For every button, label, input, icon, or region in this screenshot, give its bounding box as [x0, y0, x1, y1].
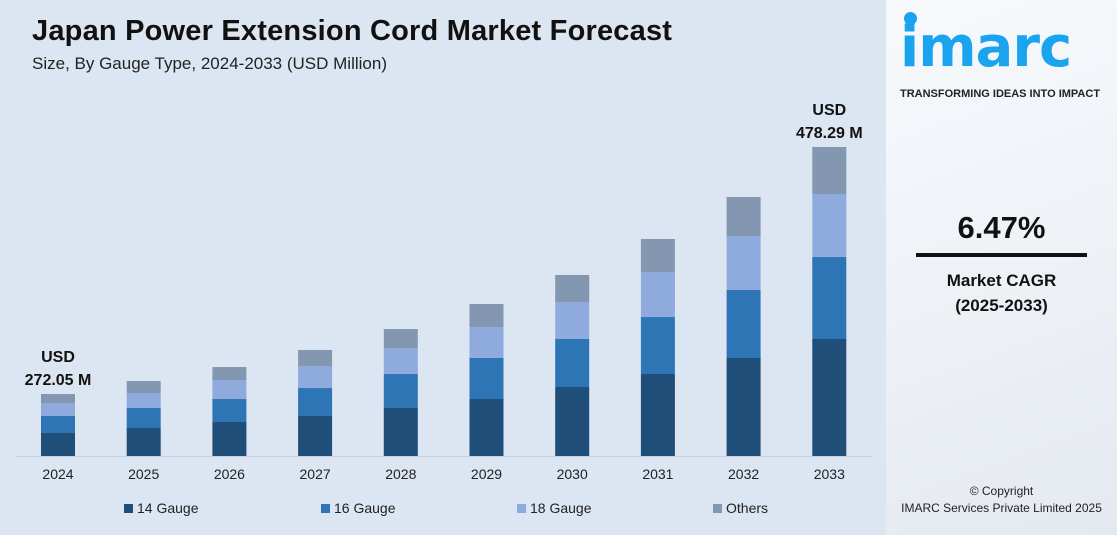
bar-18-gauge-2027 [298, 366, 333, 389]
logo-tagline: TRANSFORMING IDEAS INTO IMPACT [900, 88, 1101, 100]
x-tick-label: 2027 [300, 466, 331, 482]
bar-16-gauge-2025 [126, 407, 161, 429]
bar-16-gauge-2032 [726, 289, 761, 358]
total-label-value: 478.29 M [796, 125, 863, 142]
bar-others-2026 [212, 367, 247, 381]
logo-dot-icon [904, 12, 917, 25]
bar-16-gauge-2031 [640, 317, 675, 375]
bar-16-gauge-2024 [41, 416, 75, 434]
bar-others-2025 [126, 380, 161, 394]
bar-others-2024 [41, 394, 75, 404]
bar-14-gauge-2027 [298, 416, 333, 456]
bar-18-gauge-2025 [126, 393, 161, 408]
x-tick-label: 2028 [385, 466, 416, 482]
bar-14-gauge-2028 [383, 407, 418, 456]
bar-18-gauge-2024 [41, 403, 75, 417]
legend-swatch [713, 504, 722, 513]
bar-14-gauge-2032 [726, 357, 761, 456]
legend-label: 16 Gauge [334, 500, 396, 516]
bar-others-2028 [383, 329, 418, 349]
legend-label: 18 Gauge [530, 500, 592, 516]
bar-18-gauge-2029 [469, 326, 504, 358]
bar-14-gauge-2025 [126, 428, 161, 456]
bar-others-2032 [726, 196, 761, 236]
cagr-period: (2025-2033) [955, 296, 1048, 315]
bar-14-gauge-2030 [555, 387, 590, 456]
bar-18-gauge-2031 [640, 272, 675, 318]
bar-16-gauge-2033 [812, 257, 847, 340]
x-tick-label: 2030 [557, 466, 588, 482]
bar-18-gauge-2028 [383, 348, 418, 375]
chart-panel: 2024 2025 2026 2027 2028 2029 2030 2031 2032 2033… [0, 0, 886, 535]
bar-18-gauge-2033 [812, 194, 847, 258]
x-tick-label: 2025 [128, 466, 159, 482]
total-label-currency: USD [812, 102, 846, 119]
x-tick-label: 2033 [814, 466, 845, 482]
bar-16-gauge-2028 [383, 374, 418, 408]
bar-others-2033 [812, 146, 847, 195]
cagr-label-text: Market CAGR [946, 271, 1057, 290]
x-tick-label: 2031 [642, 466, 673, 482]
cagr-divider [916, 253, 1087, 257]
bar-14-gauge-2024 [41, 433, 75, 456]
bar-14-gauge-2026 [212, 422, 247, 456]
bar-18-gauge-2030 [555, 301, 590, 340]
bar-14-gauge-2031 [640, 374, 675, 456]
x-tick-label: 2029 [471, 466, 502, 482]
copyright: © Copyright [969, 484, 1034, 498]
bar-others-2031 [640, 238, 675, 273]
bar-16-gauge-2026 [212, 399, 247, 423]
legend-swatch [321, 504, 330, 513]
bar-16-gauge-2030 [555, 339, 590, 388]
bar-18-gauge-2032 [726, 235, 761, 290]
cagr-value: 6.47% [957, 210, 1046, 245]
chart-title: Japan Power Extension Cord Market Foreca… [32, 15, 673, 47]
bar-18-gauge-2026 [212, 380, 247, 400]
company-name: IMARC Services Private Limited 2025 [901, 501, 1102, 515]
legend-label: Others [726, 500, 768, 516]
bar-16-gauge-2029 [469, 357, 504, 400]
stacked-bar-chart: 2024 2025 2026 2027 2028 2029 2030 2031 2032 2033… [15, 102, 872, 516]
legend-label: 14 Gauge [137, 500, 199, 516]
x-tick-label: 2032 [728, 466, 759, 482]
bar-others-2027 [298, 349, 333, 367]
cagr-label: Market CAGR (2025-2033) [886, 268, 1117, 318]
bar-others-2029 [469, 303, 504, 327]
chart-subtitle: Size, By Gauge Type, 2024-2033 (USD Mill… [32, 54, 387, 73]
x-tick-label: 2024 [42, 466, 73, 482]
total-label-currency: USD [41, 349, 75, 366]
total-label-value: 272.05 M [25, 372, 92, 389]
bar-16-gauge-2027 [298, 388, 333, 417]
info-panel: imarc TRANSFORMING IDEAS INTO IMPACT 6.4… [886, 0, 1117, 535]
bar-14-gauge-2029 [469, 399, 504, 456]
bar-others-2030 [555, 274, 590, 302]
bar-14-gauge-2033 [812, 339, 847, 456]
imarc-logo: imarc TRANSFORMING IDEAS INTO IMPACT [900, 0, 1105, 105]
x-tick-label: 2026 [214, 466, 245, 482]
legend-swatch [517, 504, 526, 513]
legend-swatch [124, 504, 133, 513]
logo-wordmark: imarc [900, 15, 1072, 80]
